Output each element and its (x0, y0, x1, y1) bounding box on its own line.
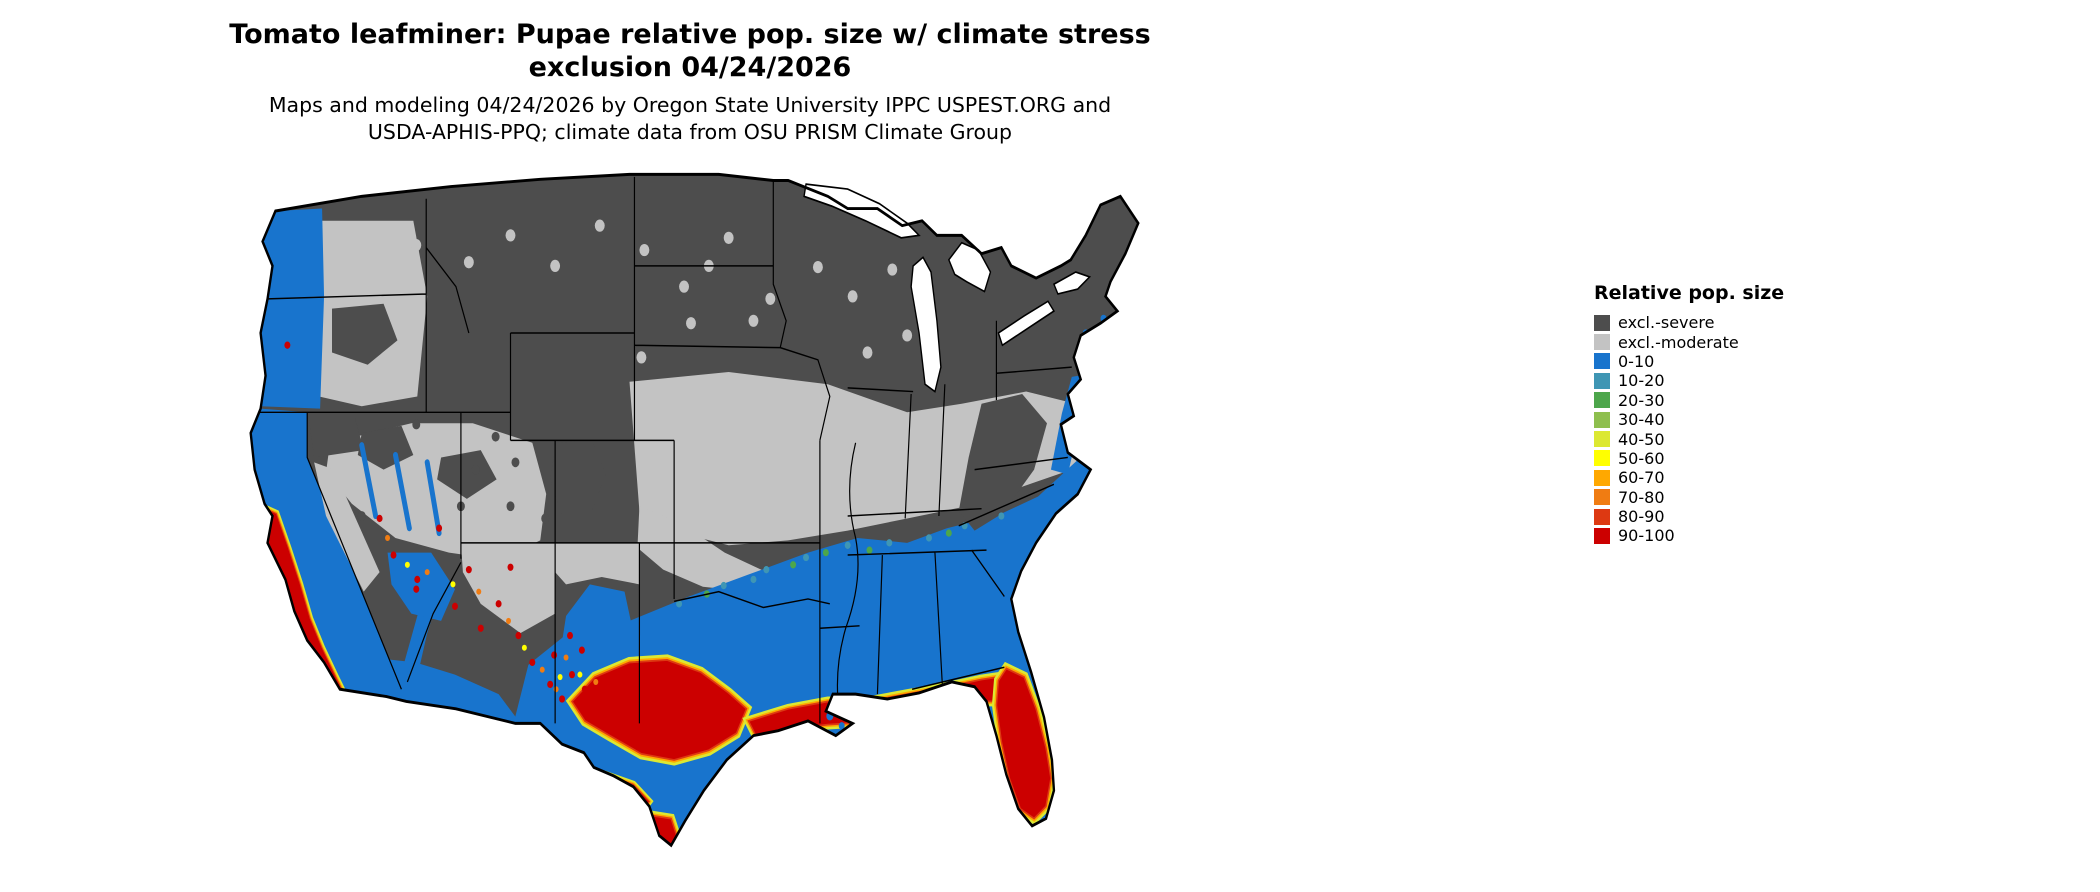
legend-item: 50-60 (1594, 449, 1784, 468)
map-attribution: Maps and modeling 04/24/2026 by Oregon S… (0, 92, 1380, 146)
legend-label: 0-10 (1618, 351, 1655, 371)
legend-swatch (1594, 489, 1610, 506)
legend-label: excl.-severe (1618, 313, 1715, 333)
legend-label: 30-40 (1618, 410, 1665, 430)
severe-oregon-highlands (332, 303, 398, 365)
legend-item: 20-30 (1594, 391, 1784, 410)
legend-label: 10-20 (1618, 371, 1665, 391)
moderate-southern-plains (637, 506, 767, 592)
specks-pop-10-20 (676, 512, 1005, 608)
legend-label: excl.-moderate (1618, 332, 1739, 352)
legend-label: 50-60 (1618, 448, 1665, 468)
severe-nevada-range1 (357, 425, 414, 470)
map-attribution-line1: Maps and modeling 04/24/2026 by Oregon S… (268, 93, 1112, 117)
blue-california (250, 408, 402, 690)
severe-ne-california (308, 413, 364, 458)
legend-item: 10-20 (1594, 371, 1784, 390)
legend-item: excl.-severe (1594, 313, 1784, 332)
legend-swatch (1594, 372, 1610, 389)
legend-item: 80-90 (1594, 507, 1784, 526)
moderate-northern-newmexico (555, 542, 640, 585)
legend-swatch (1594, 353, 1610, 370)
lake-superior (803, 183, 921, 239)
specks-pop-40-60 (404, 561, 583, 681)
legend-label: 20-30 (1618, 390, 1665, 410)
legend-swatch (1594, 450, 1610, 467)
lake-ontario (1052, 271, 1092, 295)
moderate-colorado-plateau (460, 542, 556, 634)
legend-swatch (1594, 314, 1610, 331)
specks-pop-60-80 (385, 534, 599, 693)
map-title: Tomato leafminer: Pupae relative pop. si… (0, 18, 1380, 84)
legend-label: 80-90 (1618, 507, 1665, 527)
lake-huron (947, 241, 992, 293)
legend-item: 70-80 (1594, 488, 1784, 507)
specks-pop-90-100 (284, 341, 603, 703)
map-title-line2: exclusion 04/24/2026 (528, 52, 852, 83)
legend-item: 0-10 (1594, 352, 1784, 371)
us-map (249, 172, 1140, 847)
blob-florida-peninsula (996, 669, 1051, 819)
blue-valley-streaks (359, 442, 442, 537)
legend: Relative pop. size excl.-severe excl.-mo… (1594, 282, 1784, 546)
legend-swatch (1594, 334, 1610, 351)
legend-label: 70-80 (1618, 487, 1665, 507)
map-raster-layers (250, 174, 1139, 846)
severe-nevada-range2 (437, 450, 497, 499)
regions-excl-moderate-overlays (314, 462, 380, 592)
lake-michigan (910, 256, 942, 393)
specks-pop-20-30 (703, 529, 952, 598)
legend-swatch (1594, 431, 1610, 448)
moderate-sierra-nevada (314, 462, 380, 592)
legend-swatch (1594, 411, 1610, 428)
map-attribution-line2: USDA-APHIS-PPQ; climate data from OSU PR… (367, 120, 1013, 144)
legend-label: 90-100 (1618, 526, 1675, 546)
legend-item: 60-70 (1594, 468, 1784, 487)
legend-item: excl.-moderate (1594, 332, 1784, 352)
blue-western-oregon (260, 296, 325, 409)
blue-western-washington (262, 208, 325, 299)
lake-erie (997, 300, 1055, 347)
state-borders (254, 176, 1072, 724)
great-lakes (803, 183, 1092, 393)
legend-swatch (1594, 469, 1610, 486)
legend-title: Relative pop. size (1594, 282, 1785, 304)
regions-excl-severe-patches (332, 303, 606, 524)
severe-appalachians (958, 394, 1047, 531)
legend-label: 40-50 (1618, 429, 1665, 449)
legend-label: 60-70 (1618, 468, 1665, 488)
blob-south-texas (643, 815, 679, 846)
legend-swatch (1594, 527, 1610, 544)
map-title-line1: Tomato leafminer: Pupae relative pop. si… (229, 19, 1151, 50)
legend-item: 90-100 (1594, 526, 1784, 545)
legend-item: 40-50 (1594, 429, 1784, 449)
legend-swatch (1594, 508, 1610, 525)
severe-colorado-rockies (550, 440, 606, 516)
legend-item: 30-40 (1594, 410, 1784, 429)
legend-swatch (1594, 392, 1610, 409)
regions-excl-severe-overlays (308, 394, 1047, 531)
